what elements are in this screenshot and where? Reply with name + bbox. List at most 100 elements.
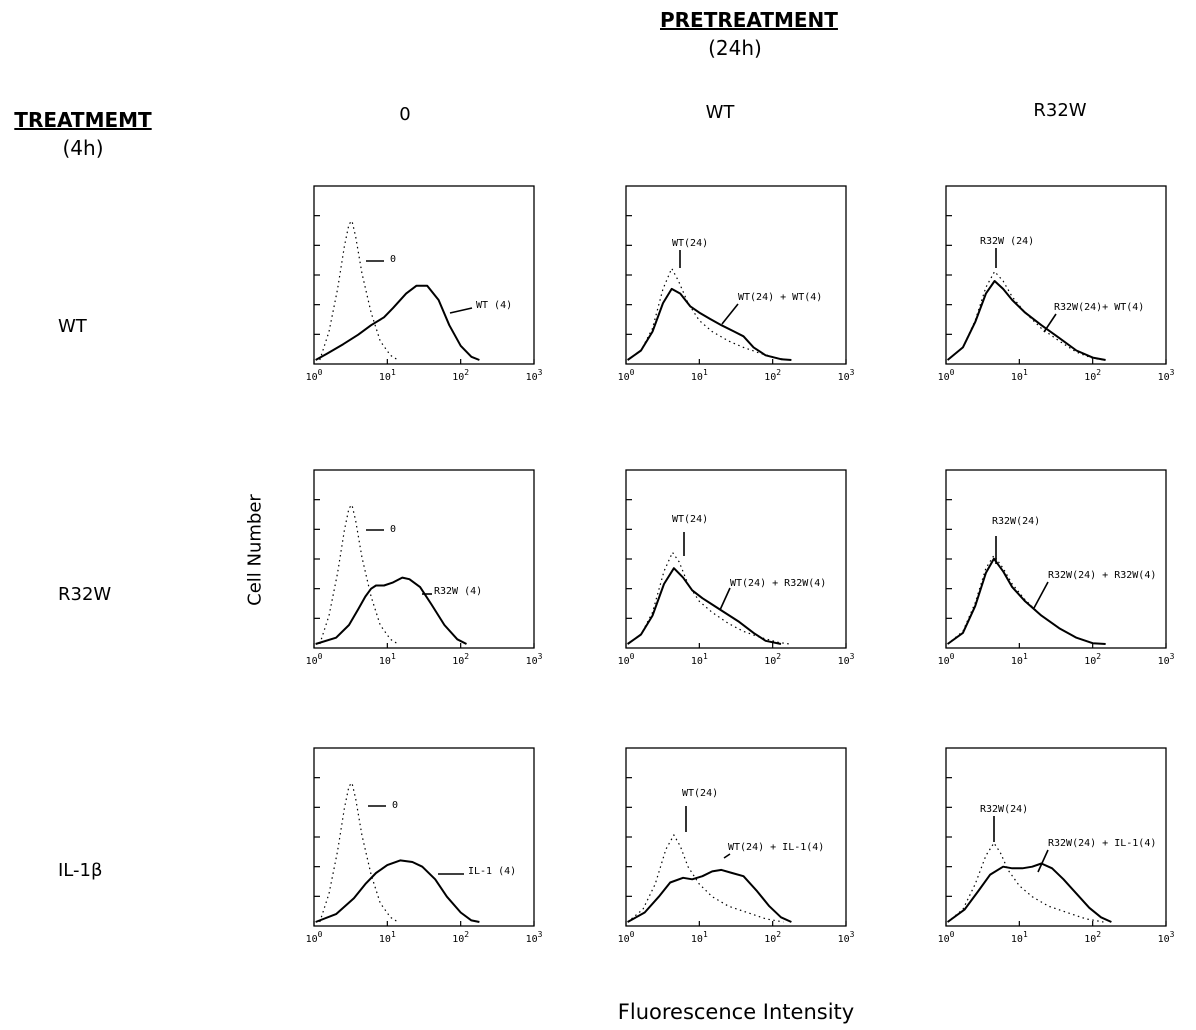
plot-frame	[945, 185, 1167, 365]
treatment-curve	[947, 862, 1112, 923]
x-tick-label: 103	[526, 652, 543, 667]
row-header-il1b: IL-1β	[58, 860, 103, 881]
x-tick-label: 103	[1158, 652, 1175, 667]
series-annotation: R32W (24)	[980, 236, 1034, 247]
series-annotation: WT(24)	[672, 514, 708, 525]
x-tick-label: 103	[526, 930, 543, 945]
annotation-leader	[1043, 313, 1057, 333]
pretreatment-title: PRETREATMENT	[660, 8, 838, 32]
histogram-panel: 100 101 102 103 R32W (24) R32W(24)+ WT(4)	[938, 185, 1175, 383]
histogram-panel: 100 101 102 103 R32W(24) R32W(24) + IL-1(4)	[938, 747, 1175, 945]
x-tick-label: 100	[306, 652, 323, 667]
x-axis-label: Fluorescence Intensity	[617, 1000, 855, 1024]
column-header-0: 0	[399, 104, 411, 125]
x-tick-label: 102	[1084, 930, 1101, 945]
histogram-panel: 100 101 102 103 WT(24) WT(24) + WT(4)	[618, 185, 855, 383]
pretreatment-curve	[627, 267, 790, 361]
plot-frame	[625, 747, 847, 927]
x-tick-label: 101	[379, 368, 396, 383]
pretreatment-curve	[947, 270, 1106, 361]
x-tick-label: 100	[306, 368, 323, 383]
series-annotation: R32W(24)	[980, 804, 1028, 815]
annotation-leader	[723, 853, 731, 859]
x-tick-label: 102	[1084, 652, 1101, 667]
treatment-subtitle: (4h)	[62, 136, 104, 160]
series-annotation: R32W(24) + R32W(4)	[1048, 570, 1156, 581]
histogram-panel: 100 101 102 103 0 R32W (4)	[306, 469, 543, 667]
plot-frame	[625, 185, 847, 365]
annotation-leader	[449, 307, 473, 314]
row-header-wt: WT	[58, 316, 87, 337]
series-annotation: WT (4)	[476, 300, 512, 311]
series-annotation: WT(24) + IL-1(4)	[728, 842, 824, 853]
treatment-curve	[946, 280, 1106, 361]
x-tick-label: 103	[838, 652, 855, 667]
x-tick-label: 102	[452, 930, 469, 945]
x-tick-label: 103	[1158, 368, 1175, 383]
series-annotation: WT(24)	[682, 788, 718, 799]
annotation-leader	[719, 587, 731, 611]
plot-frame	[313, 185, 535, 365]
column-header-wt: WT	[705, 102, 735, 123]
treatment-curve	[627, 287, 792, 361]
series-annotation: 0	[390, 254, 396, 265]
pretreatment-curve	[319, 219, 399, 361]
annotation-leader	[1033, 581, 1049, 609]
x-tick-label: 102	[452, 368, 469, 383]
pretreatment-curve	[627, 833, 784, 923]
pretreatment-curve	[627, 551, 790, 645]
series-annotation: WT(24) + WT(4)	[738, 292, 822, 303]
treatment-curve	[947, 557, 1106, 645]
x-tick-label: 102	[764, 652, 781, 667]
x-tick-label: 103	[1158, 930, 1175, 945]
histogram-panel: 100 101 102 103 0 IL-1 (4)	[306, 747, 543, 945]
x-tick-label: 102	[764, 368, 781, 383]
series-annotation: IL-1 (4)	[468, 866, 516, 877]
x-tick-label: 102	[1084, 368, 1101, 383]
y-axis-label: Cell Number	[244, 494, 266, 606]
x-tick-label: 100	[938, 930, 955, 945]
x-tick-label: 103	[838, 930, 855, 945]
x-tick-label: 101	[379, 930, 396, 945]
plot-frame	[625, 469, 847, 649]
histogram-panel: 100 101 102 103 0 WT (4)	[306, 185, 543, 383]
treatment-curve	[627, 567, 782, 645]
x-tick-label: 103	[838, 368, 855, 383]
histogram-panel: 100 101 102 103 WT(24) WT(24) + R32W(4)	[618, 469, 855, 667]
x-tick-label: 101	[691, 368, 708, 383]
series-annotation: 0	[392, 800, 398, 811]
series-annotation: WT(24) + R32W(4)	[730, 578, 826, 589]
x-tick-label: 103	[526, 368, 543, 383]
column-header-r32w: R32W	[1033, 100, 1087, 121]
treatment-curve	[315, 576, 467, 645]
series-annotation: R32W (4)	[434, 586, 482, 597]
series-annotation: R32W(24) + IL-1(4)	[1048, 838, 1156, 849]
x-tick-label: 100	[938, 652, 955, 667]
x-tick-label: 100	[618, 368, 635, 383]
plot-frame	[945, 469, 1167, 649]
x-tick-label: 102	[764, 930, 781, 945]
x-tick-label: 101	[379, 652, 396, 667]
x-tick-label: 101	[1011, 368, 1028, 383]
histogram-panel: 100 101 102 103 WT(24) WT(24) + IL-1(4)	[618, 747, 855, 945]
series-annotation: R32W(24)	[992, 516, 1040, 527]
x-tick-label: 100	[306, 930, 323, 945]
annotation-leader	[1037, 849, 1049, 873]
series-annotation: 0	[390, 524, 396, 535]
pretreatment-curve	[319, 503, 399, 645]
x-tick-label: 101	[691, 652, 708, 667]
pretreatment-curve	[947, 554, 1106, 645]
x-tick-label: 100	[618, 930, 635, 945]
pretreatment-curve	[319, 781, 399, 923]
plot-frame	[313, 747, 535, 927]
x-tick-label: 102	[452, 652, 469, 667]
row-header-r32w: R32W	[58, 584, 112, 605]
pretreatment-curve	[947, 841, 1104, 923]
histogram-panel: 100 101 102 103 R32W(24) R32W(24) + R32W(4)	[938, 469, 1175, 667]
annotation-leader	[721, 303, 739, 325]
plot-frame	[313, 469, 535, 649]
series-annotation: R32W(24)+ WT(4)	[1054, 302, 1144, 313]
treatment-curve	[627, 868, 792, 923]
x-tick-label: 100	[618, 652, 635, 667]
pretreatment-subtitle: (24h)	[708, 36, 762, 60]
